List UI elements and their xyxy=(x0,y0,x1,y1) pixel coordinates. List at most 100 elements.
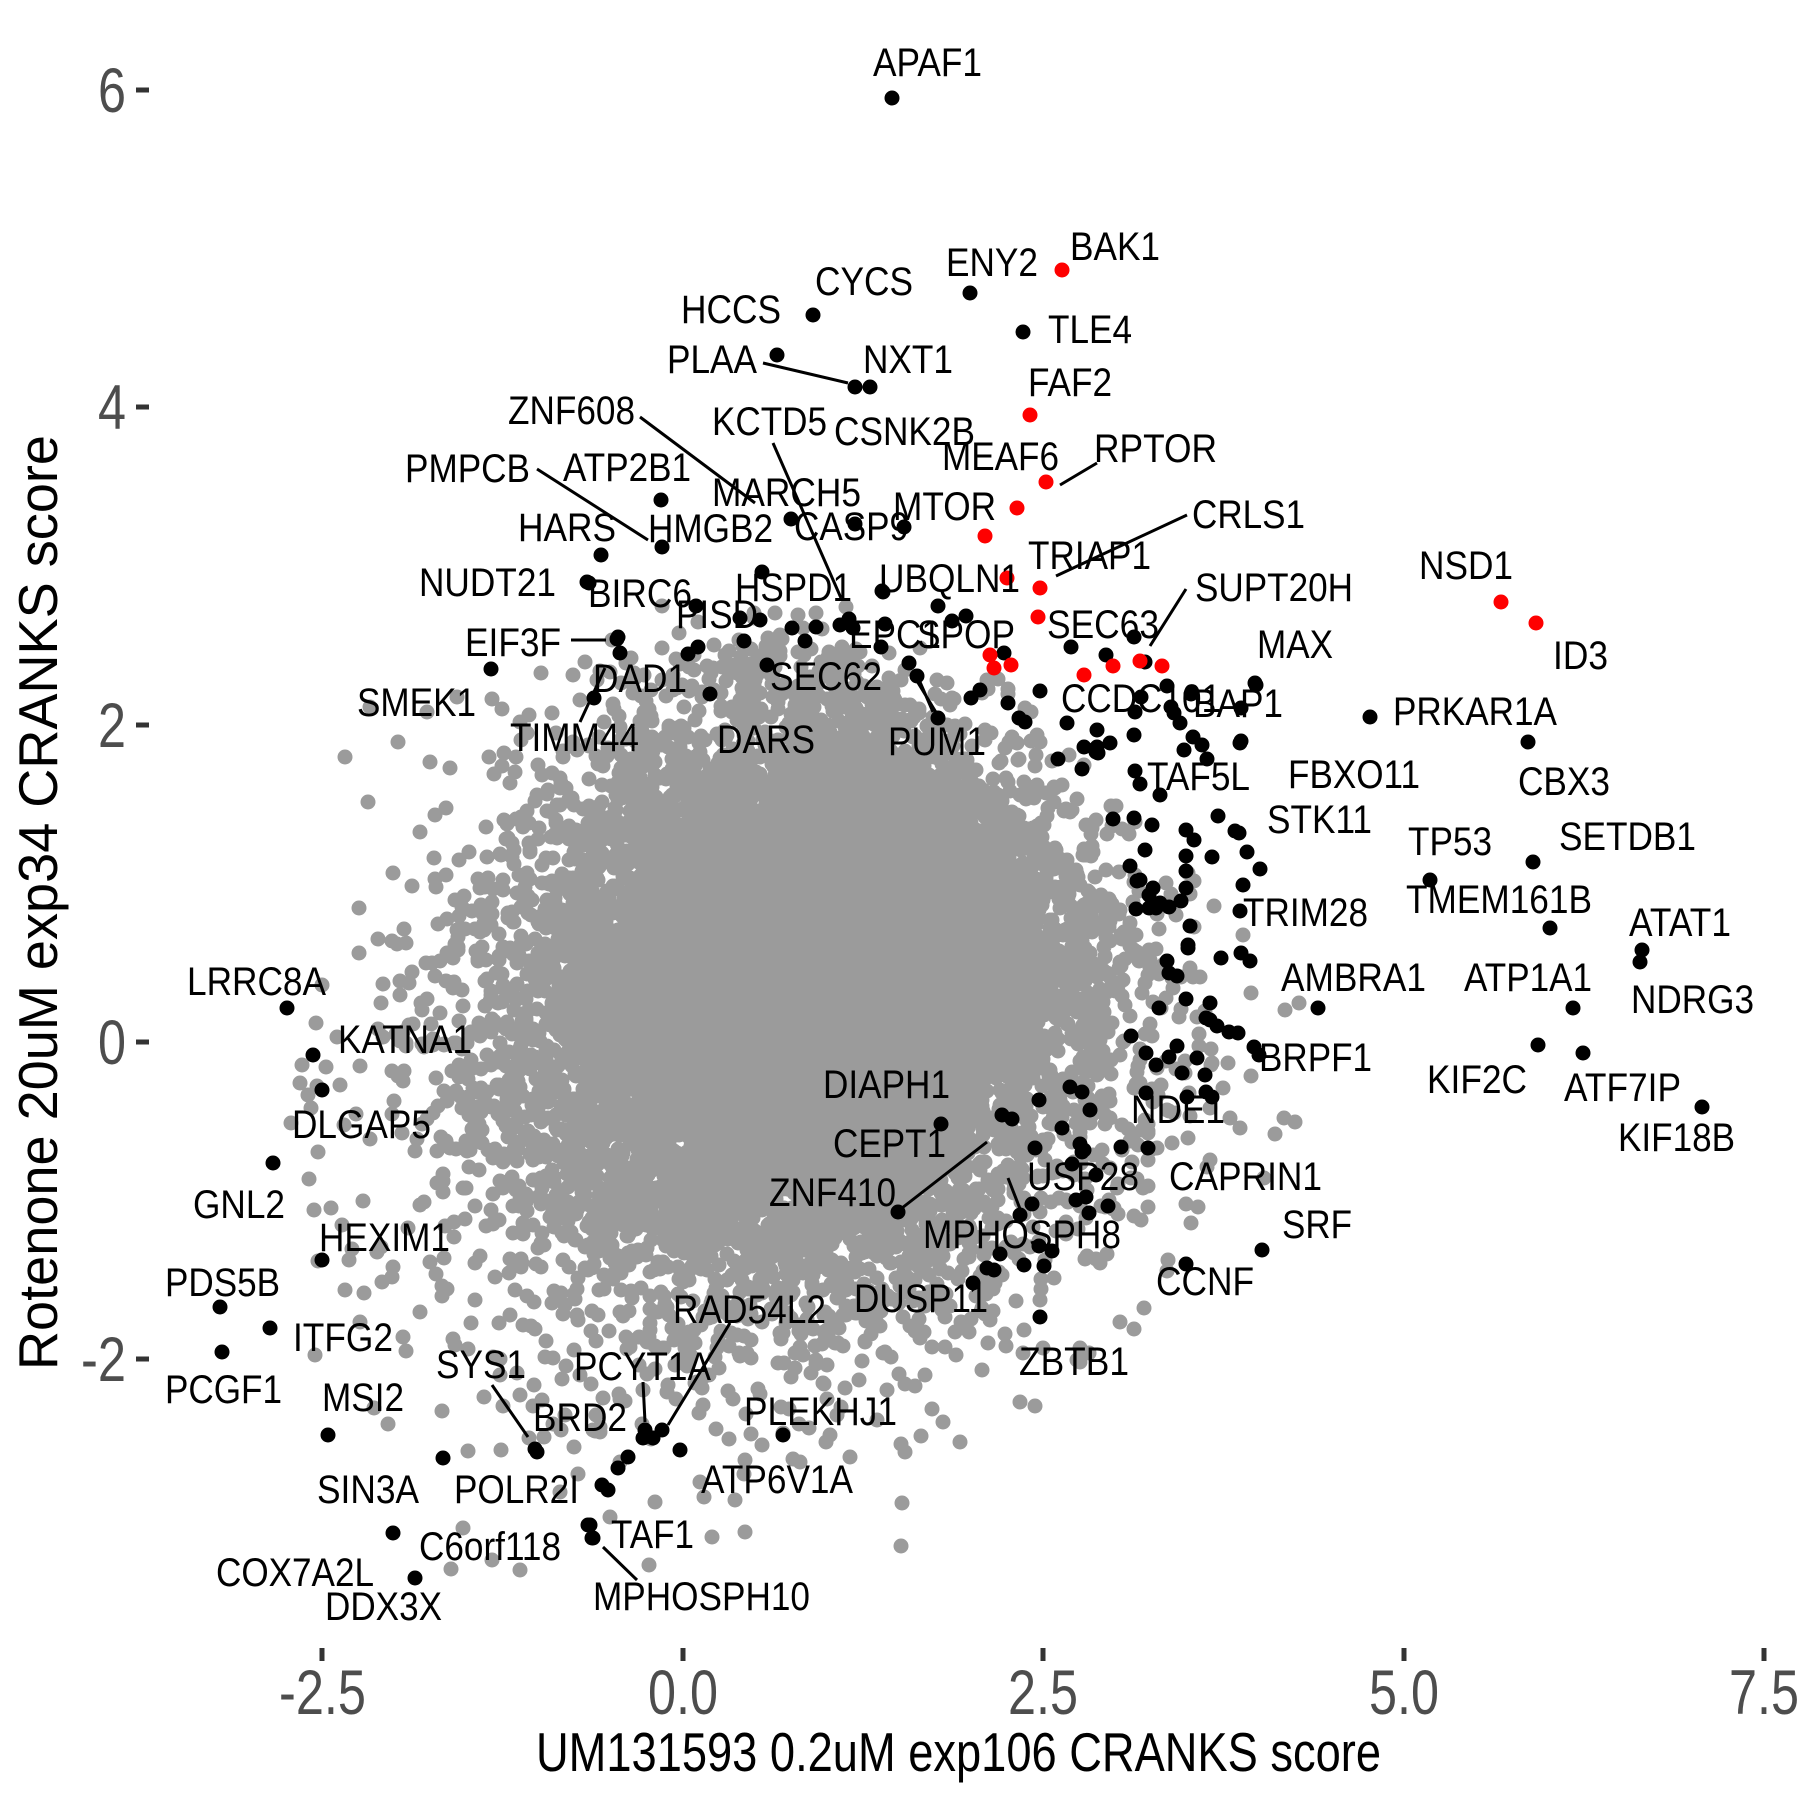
svg-text:TP53: TP53 xyxy=(1408,820,1492,864)
svg-text:KATNA1: KATNA1 xyxy=(338,1018,472,1062)
svg-text:MEAF6: MEAF6 xyxy=(942,435,1059,479)
svg-text:SIN3A: SIN3A xyxy=(317,1468,419,1512)
svg-text:EIF3F: EIF3F xyxy=(465,621,561,665)
svg-text:CSNK2B: CSNK2B xyxy=(834,410,975,454)
svg-text:BIRC6: BIRC6 xyxy=(588,572,692,616)
svg-text:-2: -2 xyxy=(81,1325,126,1395)
svg-text:APAF1: APAF1 xyxy=(873,41,982,85)
svg-text:PLAA: PLAA xyxy=(667,338,757,382)
svg-text:2: 2 xyxy=(98,691,126,761)
svg-text:ATF7IP: ATF7IP xyxy=(1564,1066,1681,1110)
svg-text:BAP1: BAP1 xyxy=(1193,682,1283,726)
svg-text:DUSP11: DUSP11 xyxy=(854,1277,988,1321)
svg-text:TIMM44: TIMM44 xyxy=(510,716,639,760)
svg-text:SYS1: SYS1 xyxy=(436,1343,526,1387)
svg-text:SRF: SRF xyxy=(1282,1203,1352,1247)
svg-text:CRLS1: CRLS1 xyxy=(1192,493,1305,537)
svg-text:-2.5: -2.5 xyxy=(279,1658,366,1728)
svg-text:CYCS: CYCS xyxy=(815,260,913,304)
svg-text:TRIM28: TRIM28 xyxy=(1243,891,1368,935)
svg-text:CAPRIN1: CAPRIN1 xyxy=(1169,1155,1322,1199)
svg-text:7.5: 7.5 xyxy=(1729,1658,1799,1728)
svg-text:ZNF410: ZNF410 xyxy=(769,1171,896,1215)
svg-text:BRPF1: BRPF1 xyxy=(1259,1036,1372,1080)
svg-text:FBXO11: FBXO11 xyxy=(1288,753,1420,797)
svg-text:Rotenone 20uM exp34 CRANKS sco: Rotenone 20uM exp34 CRANKS score xyxy=(8,435,69,1370)
svg-text:DLGAP5: DLGAP5 xyxy=(292,1103,431,1147)
svg-text:PMPCB: PMPCB xyxy=(405,447,530,491)
svg-text:0.0: 0.0 xyxy=(648,1658,718,1728)
svg-text:GNL2: GNL2 xyxy=(193,1183,285,1227)
svg-text:KIF2C: KIF2C xyxy=(1427,1058,1527,1102)
svg-text:POLR2I: POLR2I xyxy=(454,1468,579,1512)
svg-text:2.5: 2.5 xyxy=(1008,1658,1078,1728)
svg-text:MSI2: MSI2 xyxy=(322,1376,404,1420)
svg-text:DAD1: DAD1 xyxy=(593,657,687,701)
svg-text:DIAPH1: DIAPH1 xyxy=(823,1063,950,1107)
svg-text:HMGB2: HMGB2 xyxy=(648,507,773,551)
svg-text:PCYT1A: PCYT1A xyxy=(574,1345,711,1389)
svg-text:SUPT20H: SUPT20H xyxy=(1195,566,1353,610)
svg-text:USP28: USP28 xyxy=(1027,1155,1139,1199)
svg-text:HEXIM1: HEXIM1 xyxy=(319,1216,450,1260)
svg-text:NDE1: NDE1 xyxy=(1131,1088,1225,1132)
svg-text:HARS: HARS xyxy=(518,506,616,550)
svg-text:MTOR: MTOR xyxy=(893,485,996,529)
svg-text:CCNF: CCNF xyxy=(1156,1260,1254,1304)
svg-text:PLEKHJ1: PLEKHJ1 xyxy=(744,1390,897,1434)
svg-text:RAD54L2: RAD54L2 xyxy=(673,1288,826,1332)
svg-text:KCTD5: KCTD5 xyxy=(712,400,827,444)
svg-text:PUM1: PUM1 xyxy=(888,720,986,764)
svg-text:PISD: PISD xyxy=(676,593,758,637)
svg-text:AMBRA1: AMBRA1 xyxy=(1281,956,1426,1000)
svg-text:NXT1: NXT1 xyxy=(863,338,953,382)
svg-text:STK11: STK11 xyxy=(1267,798,1372,842)
svg-text:DDX3X: DDX3X xyxy=(325,1585,442,1629)
svg-text:C6orf118: C6orf118 xyxy=(419,1525,561,1569)
svg-text:FAF2: FAF2 xyxy=(1028,361,1112,405)
svg-text:5.0: 5.0 xyxy=(1369,1658,1439,1728)
svg-text:ZNF608: ZNF608 xyxy=(508,389,635,433)
svg-text:ATP6V1A: ATP6V1A xyxy=(701,1458,853,1502)
svg-text:MAX: MAX xyxy=(1257,623,1333,667)
svg-text:SETDB1: SETDB1 xyxy=(1559,815,1696,859)
svg-text:HSPD1: HSPD1 xyxy=(735,566,852,610)
svg-text:SEC62: SEC62 xyxy=(770,655,882,699)
svg-text:HCCS: HCCS xyxy=(681,288,781,332)
svg-text:UM131593 0.2uM exp106 CRANKS s: UM131593 0.2uM exp106 CRANKS score xyxy=(536,1722,1381,1783)
svg-text:MPHOSPH8: MPHOSPH8 xyxy=(923,1213,1121,1257)
svg-text:TLE4: TLE4 xyxy=(1048,308,1132,352)
svg-text:TAF5L: TAF5L xyxy=(1147,755,1250,799)
svg-text:0: 0 xyxy=(98,1008,126,1078)
svg-text:ITFG2: ITFG2 xyxy=(293,1316,393,1360)
svg-text:PRKAR1A: PRKAR1A xyxy=(1393,690,1557,734)
svg-text:SPOP: SPOP xyxy=(917,613,1015,657)
svg-text:CEPT1: CEPT1 xyxy=(833,1122,946,1166)
svg-text:NDRG3: NDRG3 xyxy=(1631,978,1754,1022)
svg-text:EPC1: EPC1 xyxy=(849,613,941,657)
svg-text:DARS: DARS xyxy=(717,718,815,762)
svg-text:MPHOSPH10: MPHOSPH10 xyxy=(593,1575,810,1619)
svg-text:MARCH5: MARCH5 xyxy=(712,471,861,515)
svg-text:TRIAP1: TRIAP1 xyxy=(1028,534,1151,578)
svg-text:ENY2: ENY2 xyxy=(946,241,1038,285)
svg-text:CASP9: CASP9 xyxy=(794,505,909,549)
svg-text:CCDC101: CCDC101 xyxy=(1061,677,1221,721)
svg-text:CBX3: CBX3 xyxy=(1518,760,1610,804)
svg-text:RPTOR: RPTOR xyxy=(1094,427,1217,471)
svg-text:ZBTB1: ZBTB1 xyxy=(1019,1340,1129,1384)
svg-text:BRD2: BRD2 xyxy=(533,1396,627,1440)
svg-text:PCGF1: PCGF1 xyxy=(165,1368,282,1412)
svg-text:ATP2B1: ATP2B1 xyxy=(563,446,691,490)
svg-text:COX7A2L: COX7A2L xyxy=(216,1551,374,1595)
svg-text:ATP1A1: ATP1A1 xyxy=(1464,956,1592,1000)
svg-text:SMEK1: SMEK1 xyxy=(357,681,476,725)
svg-text:TAF1: TAF1 xyxy=(611,1513,694,1557)
svg-text:NSD1: NSD1 xyxy=(1419,544,1513,588)
svg-text:PDS5B: PDS5B xyxy=(165,1261,280,1305)
svg-text:TMEM161B: TMEM161B xyxy=(1406,878,1592,922)
svg-text:UBQLN1: UBQLN1 xyxy=(879,557,1020,601)
svg-text:SEC63: SEC63 xyxy=(1047,603,1159,647)
svg-text:6: 6 xyxy=(98,56,126,126)
svg-text:LRRC8A: LRRC8A xyxy=(187,960,326,1004)
